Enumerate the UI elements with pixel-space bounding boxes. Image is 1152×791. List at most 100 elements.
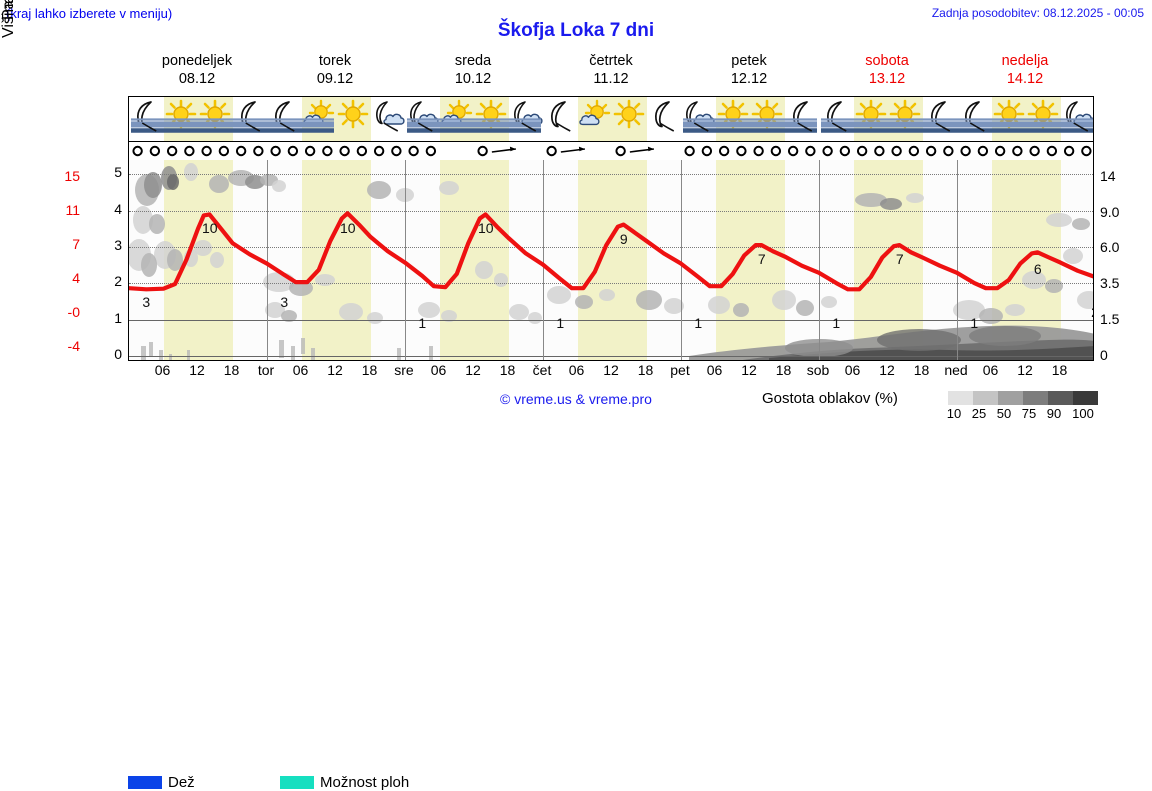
cloud-density-swatch-5 [1073, 391, 1098, 405]
temperature-value-label: 10 [477, 220, 494, 237]
x-tick-0: 06 [154, 362, 171, 378]
x-tick-6: 18 [361, 362, 378, 378]
moon-icon [267, 99, 301, 129]
weather-icon-strip [129, 97, 1093, 142]
weather-icon-slot-16 [681, 97, 716, 142]
weather-icon-slot-4 [267, 97, 302, 142]
weather-icon-slot-24 [957, 97, 992, 142]
cloud-density-tick-3: 75 [1021, 406, 1037, 421]
cloud-density-swatch-3 [1023, 391, 1048, 405]
daylight-band [577, 160, 647, 360]
x-tick-24: 06 [982, 362, 999, 378]
day-separator [267, 160, 268, 360]
x-tick-19: sob [806, 362, 830, 378]
page-title: Škofja Loka 7 dni [497, 20, 655, 41]
day-separator [957, 160, 958, 360]
day-name: petek [731, 53, 767, 69]
weather-icon-slot-23 [923, 97, 958, 142]
day-date: 12.12 [730, 71, 768, 87]
day-separator [681, 160, 682, 360]
chart-plot-area: 310310110191717162 [129, 160, 1093, 360]
x-axis-tick-labels: 06 12 18 tor 06 12 18 sre 06 12 18 čet 06 12 18 pet 06 12… [128, 362, 1094, 380]
weather-chart[interactable]: 310310110191717162 [128, 96, 1094, 361]
cloud-tick-5: 0 [1100, 347, 1108, 363]
moon-cloud-icon [371, 99, 405, 129]
temperature-value-label: 1 [694, 314, 703, 331]
temperature-value-label: 10 [201, 220, 218, 237]
sun-cloud-icon [578, 99, 612, 129]
x-tick-9: 12 [465, 362, 481, 378]
weather-icon-slot-13 [578, 97, 613, 142]
precip-tick-1: 4 [114, 201, 122, 217]
x-tick-10: 18 [499, 362, 516, 378]
temperature-value-label: 6 [1033, 261, 1042, 278]
x-tick-20: 06 [844, 362, 861, 378]
cloud-density-scale-labels: 10 25 50 75 90 100 [940, 406, 1110, 422]
cloud-density-swatch-0 [948, 391, 973, 405]
temperature-value-label: 1 [418, 314, 427, 331]
cloud-density-tick-4: 90 [1046, 406, 1062, 421]
weather-icon-slot-27 [1061, 97, 1093, 142]
x-tick-3: tor [257, 362, 275, 378]
x-tick-22: 18 [913, 362, 930, 378]
sun-cloud-icon [302, 99, 336, 129]
day-header-6: sobota 13.12 [818, 52, 956, 92]
temperature-line [129, 211, 1093, 292]
x-tick-21: 12 [879, 362, 895, 378]
day-separator [543, 160, 544, 360]
precip-tick-0: 5 [114, 164, 122, 180]
weather-icon-slot-0 [129, 97, 164, 142]
temperature-tick-0: 15 [64, 168, 80, 184]
x-tick-14: 18 [637, 362, 654, 378]
precip-tick-4: 1 [114, 310, 122, 326]
day-name: sobota [865, 53, 909, 69]
temperature-value-label: 2 [1091, 304, 1093, 320]
weather-icon-slot-18 [750, 97, 785, 142]
weather-icon-slot-8 [405, 97, 440, 142]
day-header-2: torek 09.12 [266, 52, 404, 92]
wind-circle-row [129, 142, 1093, 160]
cloud-tick-4: 1.5 [1100, 311, 1120, 327]
copyright-link[interactable]: © vreme.us & vreme.pro [500, 391, 652, 407]
cloud-density-tick-2: 50 [996, 406, 1012, 421]
cloud-density-legend-title: Gostota oblakov (%) [762, 390, 898, 407]
day-date: 14.12 [1006, 71, 1044, 87]
temperature-value-label: 9 [619, 230, 628, 247]
moon-icon [957, 99, 991, 129]
grid-line [129, 356, 1093, 357]
sun-icon [854, 99, 888, 129]
x-tick-2: 18 [223, 362, 240, 378]
showers-legend-label: Možnost ploh [320, 774, 410, 791]
temperature-tick-2: 7 [72, 236, 80, 252]
weather-icon-slot-2 [198, 97, 233, 142]
weather-icon-slot-1 [164, 97, 199, 142]
temperature-tick-4: -0 [67, 304, 80, 320]
moon-icon [819, 99, 853, 129]
weather-icon-slot-10 [474, 97, 509, 142]
x-tick-25: 12 [1017, 362, 1033, 378]
sun-icon [612, 99, 646, 129]
x-tick-23: ned [944, 362, 968, 378]
grid-line [129, 283, 1093, 284]
x-tick-17: 12 [741, 362, 757, 378]
x-tick-4: 06 [292, 362, 309, 378]
wind-direction-markers [132, 145, 1092, 157]
day-date: 09.12 [316, 71, 354, 87]
last-update-text: Zadnja posodobitev: 08.12.2025 - 00:05 [931, 6, 1144, 20]
x-tick-8: 06 [430, 362, 447, 378]
x-tick-1: 12 [189, 362, 205, 378]
day-name: ponedeljek [161, 53, 233, 69]
day-header-3: sreda 10.12 [404, 52, 542, 92]
weather-icon-slot-25 [992, 97, 1027, 142]
weather-icon-slot-5 [302, 97, 337, 142]
day-name: nedelja [1001, 53, 1049, 69]
day-separator [819, 160, 820, 360]
cloud-density-color-scale [948, 391, 1098, 405]
moon-icon [923, 99, 957, 129]
weather-icon-slot-7 [371, 97, 406, 142]
x-tick-5: 12 [327, 362, 343, 378]
x-tick-16: 06 [706, 362, 723, 378]
moon-cloud-icon [405, 99, 439, 129]
day-header-5: petek 12.12 [680, 52, 818, 92]
temperature-tick-3: 4 [72, 270, 80, 286]
